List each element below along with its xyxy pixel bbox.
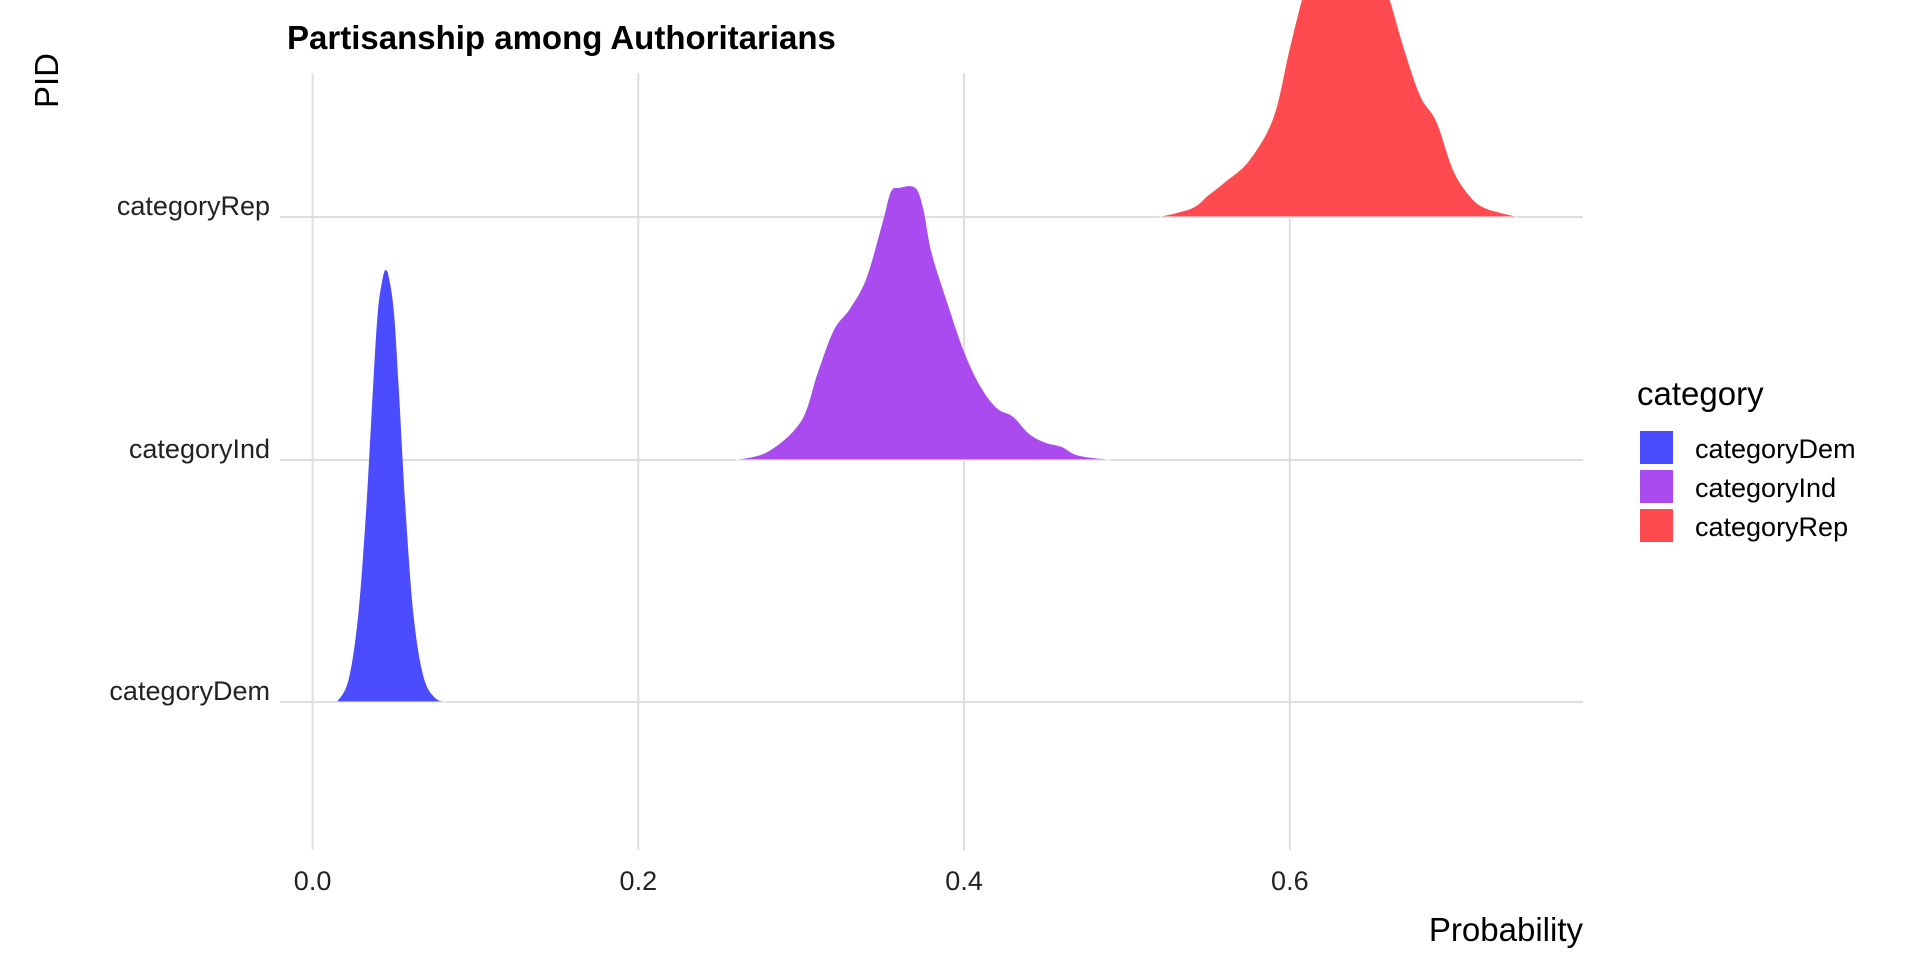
legend-swatch-ind bbox=[1640, 470, 1673, 503]
legend-title: category bbox=[1637, 375, 1764, 412]
y-tick-label: categoryInd bbox=[129, 434, 270, 464]
x-tick-label: 0.6 bbox=[1271, 866, 1309, 896]
y-tick-label: categoryDem bbox=[109, 676, 270, 706]
chart-title: Partisanship among Authoritarians bbox=[287, 19, 836, 56]
legend: category categoryDem categoryInd categor… bbox=[1637, 375, 1856, 542]
legend-label-rep: categoryRep bbox=[1695, 512, 1848, 542]
x-tick-label: 0.2 bbox=[620, 866, 658, 896]
y-axis-title: PID bbox=[28, 53, 65, 108]
x-tick-label: 0.4 bbox=[945, 866, 983, 896]
y-tick-label: categoryRep bbox=[117, 191, 270, 221]
x-tick-label: 0.0 bbox=[294, 866, 332, 896]
legend-swatch-dem bbox=[1640, 431, 1673, 464]
legend-swatch-rep bbox=[1640, 509, 1673, 542]
legend-label-ind: categoryInd bbox=[1695, 473, 1836, 503]
x-axis-title: Probability bbox=[1429, 911, 1584, 948]
density-ridge-categoryInd bbox=[736, 186, 1111, 460]
density-ridge-categoryRep bbox=[1159, 0, 1518, 217]
density-ridge-categoryDem bbox=[337, 270, 447, 702]
legend-label-dem: categoryDem bbox=[1695, 434, 1856, 464]
